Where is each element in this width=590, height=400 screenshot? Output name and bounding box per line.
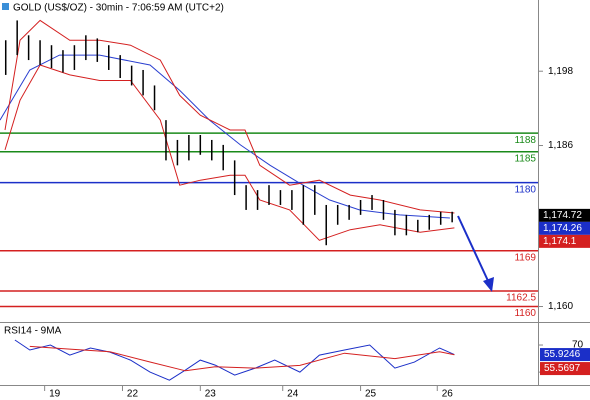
value-label-box bbox=[540, 348, 590, 362]
indicator-line bbox=[4, 19, 455, 214]
level-label: 1162.5 bbox=[506, 293, 536, 304]
price-label: 1,174.1 bbox=[543, 236, 577, 247]
forecast-arrow bbox=[457, 215, 494, 292]
x-tick-label: 19 bbox=[49, 389, 61, 400]
x-tick-label: 23 bbox=[205, 389, 217, 400]
level-label: 1169 bbox=[514, 252, 536, 263]
rsi-title: RSI14 - 9MA bbox=[4, 326, 62, 337]
price-label: 1,174.72 bbox=[543, 210, 582, 221]
indicator-line bbox=[4, 64, 455, 241]
price-label-box bbox=[539, 234, 590, 248]
value-label-box bbox=[540, 362, 590, 376]
x-tick-label: 22 bbox=[127, 389, 139, 400]
value-label: 55.5697 bbox=[544, 363, 581, 374]
price-label-box bbox=[539, 221, 590, 235]
y-tick-label: 1,198 bbox=[548, 66, 573, 77]
arrow-head bbox=[483, 277, 494, 292]
level-label: 1180 bbox=[514, 184, 536, 195]
indicator-line bbox=[0, 54, 450, 219]
x-tick-label: 25 bbox=[365, 389, 377, 400]
arrow-shaft bbox=[457, 215, 490, 284]
x-tick-label: 26 bbox=[442, 389, 454, 400]
y-tick-label: 1,186 bbox=[548, 140, 573, 151]
level-label: 1160 bbox=[514, 308, 536, 319]
chart-title: GOLD (US$/OZ) - 30min - 7:06:59 AM (UTC+… bbox=[13, 3, 224, 14]
level-label: 1185 bbox=[514, 153, 536, 164]
rsi-line bbox=[29, 345, 455, 372]
value-label: 55.9246 bbox=[544, 349, 581, 360]
price-label-box bbox=[539, 208, 590, 222]
level-label: 1188 bbox=[514, 135, 536, 146]
price-label: 1,174.26 bbox=[543, 223, 582, 234]
symbol-icon bbox=[2, 3, 9, 10]
x-tick-label: 24 bbox=[287, 389, 299, 400]
y-tick-label: 70 bbox=[572, 340, 584, 351]
y-tick-label: 1,160 bbox=[548, 301, 573, 312]
